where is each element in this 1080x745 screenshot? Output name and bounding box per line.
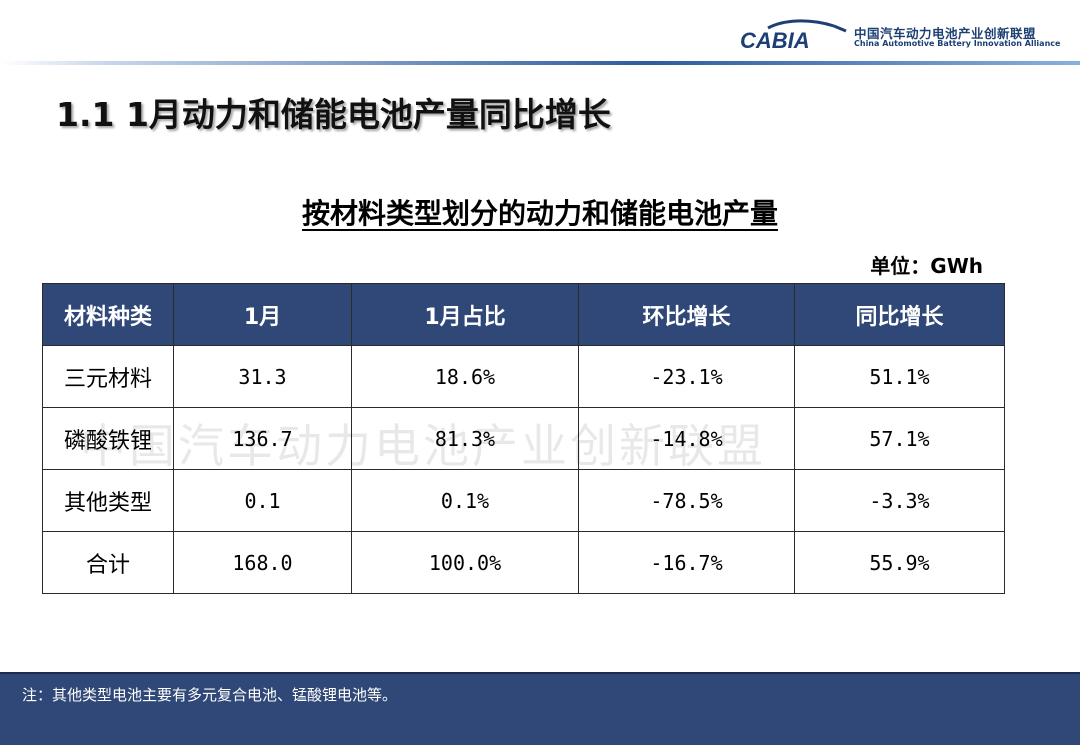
table-header-row: 材料种类 1月 1月占比 环比增长 同比增长 bbox=[42, 283, 1005, 346]
table-row-ternary: 三元材料 31.3 18.6% -23.1% 51.1% bbox=[42, 345, 1005, 408]
table-row-lfp: 磷酸铁锂 136.7 81.3% -14.8% 57.1% bbox=[42, 407, 1005, 470]
cell-yoy: 55.9% bbox=[794, 531, 1005, 594]
cell-yoy: -3.3% bbox=[794, 469, 1005, 532]
cell-material: 三元材料 bbox=[42, 345, 174, 408]
cell-share: 18.6% bbox=[351, 345, 579, 408]
cell-share: 0.1% bbox=[351, 469, 579, 532]
cell-january: 31.3 bbox=[173, 345, 352, 408]
logo-en-name: China Automotive Battery Innovation Alli… bbox=[854, 39, 1061, 48]
slide-title: 1.1 1月动力和储能电池产量同比增长 bbox=[56, 95, 611, 134]
header-divider bbox=[0, 61, 1080, 65]
cell-material: 合计 bbox=[42, 531, 174, 594]
header-material-type: 材料种类 bbox=[42, 283, 174, 346]
production-table: 材料种类 1月 1月占比 环比增长 同比增长 三元材料 31.3 18.6% -… bbox=[42, 283, 1005, 594]
header-bar bbox=[0, 0, 1080, 62]
cell-mom: -16.7% bbox=[578, 531, 795, 594]
table-row-other: 其他类型 0.1 0.1% -78.5% -3.3% bbox=[42, 469, 1005, 532]
cell-yoy: 51.1% bbox=[794, 345, 1005, 408]
cabia-logo: CABIA 中国汽车动力电池产业创新联盟 China Automotive Ba… bbox=[738, 17, 1060, 53]
header-mom-growth: 环比增长 bbox=[578, 283, 795, 346]
cell-mom: -78.5% bbox=[578, 469, 795, 532]
cell-material: 磷酸铁锂 bbox=[42, 407, 174, 470]
footnote-bar bbox=[0, 672, 1080, 745]
header-yoy-growth: 同比增长 bbox=[794, 283, 1005, 346]
cabia-logo-icon: CABIA bbox=[740, 19, 847, 53]
cell-january: 136.7 bbox=[173, 407, 352, 470]
unit-label: 单位：GWh bbox=[870, 254, 983, 278]
logo-cn-name: 中国汽车动力电池产业创新联盟 bbox=[854, 26, 1037, 41]
header-january-share: 1月占比 bbox=[351, 283, 579, 346]
cell-mom: -23.1% bbox=[578, 345, 795, 408]
cell-yoy: 57.1% bbox=[794, 407, 1005, 470]
table-row-total: 合计 168.0 100.0% -16.7% 55.9% bbox=[42, 531, 1005, 594]
footnote-text: 注：其他类型电池主要有多元复合电池、锰酸锂电池等。 bbox=[22, 686, 398, 704]
cell-january: 168.0 bbox=[173, 531, 352, 594]
cell-january: 0.1 bbox=[173, 469, 352, 532]
cell-share: 81.3% bbox=[351, 407, 579, 470]
cell-share: 100.0% bbox=[351, 531, 579, 594]
header-january: 1月 bbox=[173, 283, 352, 346]
table-title: 按材料类型划分的动力和储能电池产量 bbox=[301, 197, 778, 230]
logo-wordmark: CABIA bbox=[740, 28, 810, 53]
cell-material: 其他类型 bbox=[42, 469, 174, 532]
cell-mom: -14.8% bbox=[578, 407, 795, 470]
